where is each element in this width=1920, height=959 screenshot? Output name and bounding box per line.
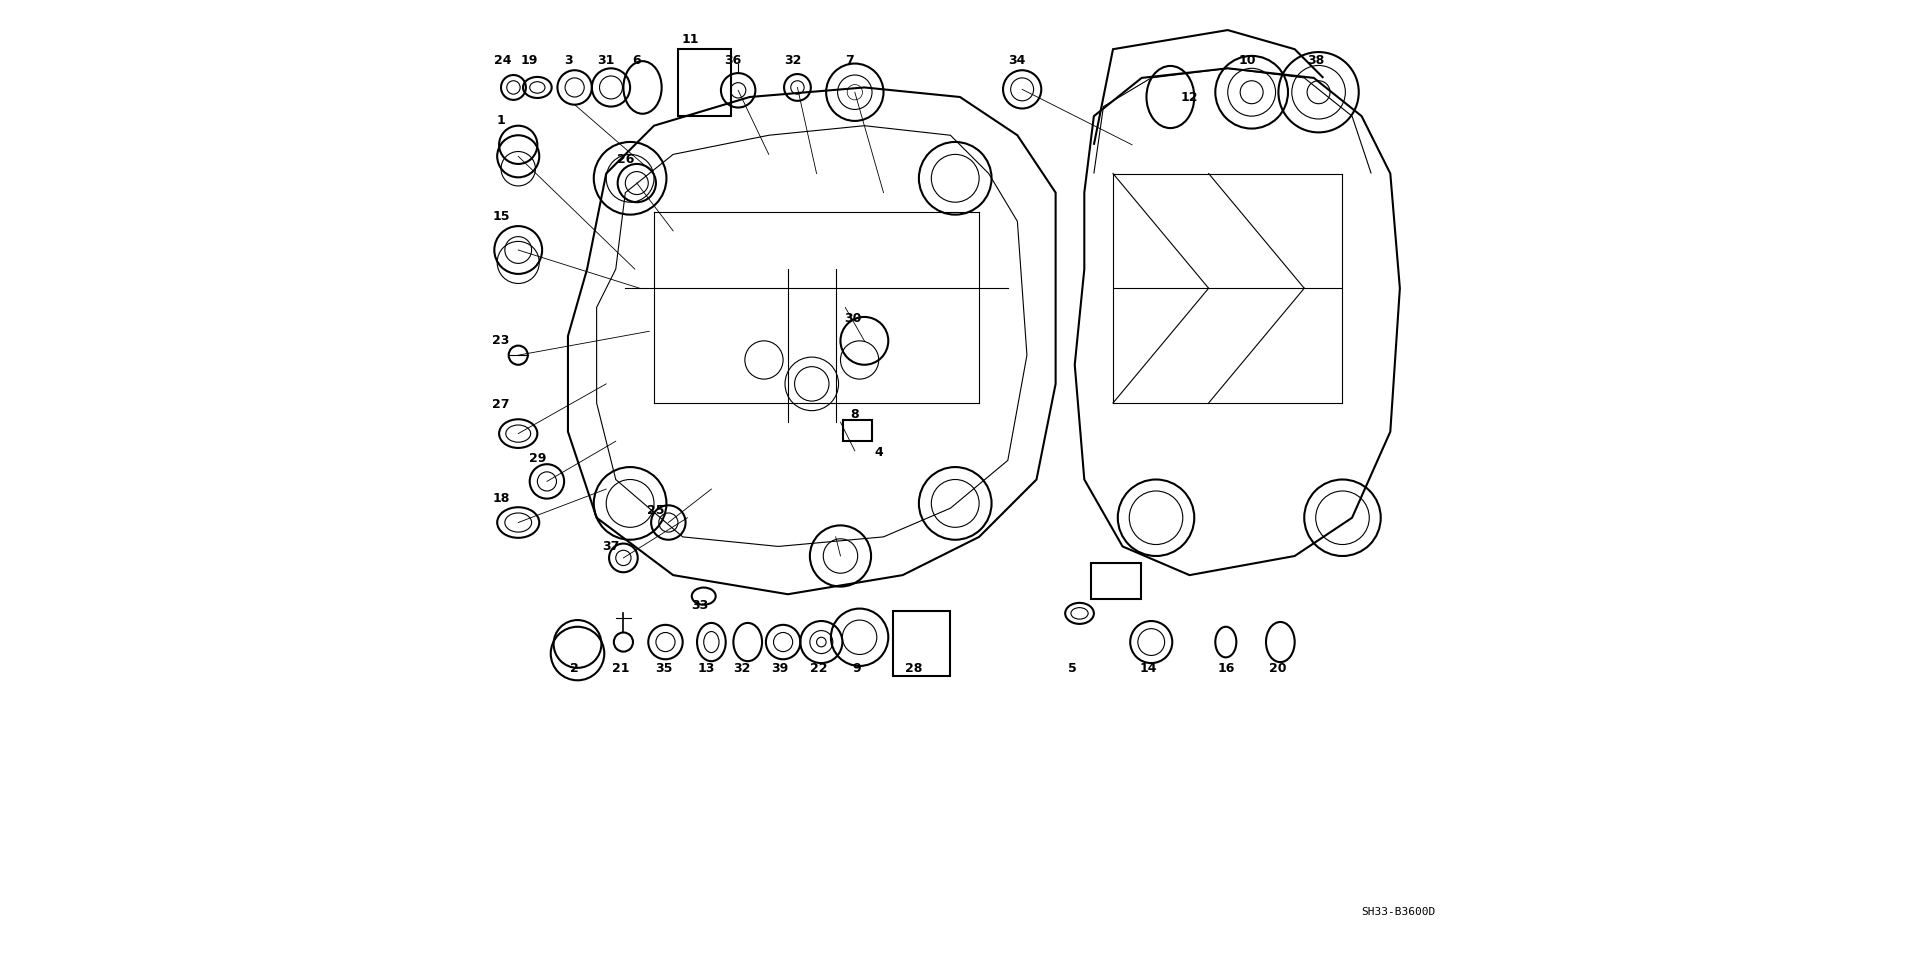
Text: 32: 32: [733, 663, 751, 675]
Bar: [678, 49, 730, 116]
Text: 19: 19: [520, 54, 538, 67]
Text: 9: 9: [852, 663, 860, 675]
Text: 24: 24: [493, 54, 511, 67]
Text: 2: 2: [570, 663, 580, 675]
Text: 6: 6: [632, 54, 641, 67]
Text: SH33-B3600D: SH33-B3600D: [1361, 907, 1436, 918]
Text: 36: 36: [724, 54, 741, 67]
Text: 15: 15: [492, 210, 511, 223]
Text: 26: 26: [616, 152, 634, 166]
Bar: [843, 420, 872, 441]
Text: 11: 11: [682, 34, 699, 46]
Text: 20: 20: [1269, 663, 1286, 675]
Text: 28: 28: [906, 663, 924, 675]
Text: 32: 32: [783, 54, 801, 67]
Text: 35: 35: [655, 663, 672, 675]
Text: 25: 25: [647, 503, 664, 517]
Text: 30: 30: [845, 313, 862, 325]
Text: 5: 5: [1068, 663, 1077, 675]
Text: 14: 14: [1140, 663, 1158, 675]
Text: 29: 29: [528, 452, 545, 465]
Text: 31: 31: [597, 54, 614, 67]
Text: 1: 1: [497, 114, 505, 128]
Text: 3: 3: [564, 54, 574, 67]
Text: 38: 38: [1308, 54, 1325, 67]
Text: 37: 37: [603, 540, 620, 553]
Text: 21: 21: [612, 663, 630, 675]
Text: 12: 12: [1181, 90, 1198, 104]
Text: 8: 8: [851, 408, 858, 421]
Text: 27: 27: [492, 398, 511, 411]
Text: 13: 13: [697, 663, 716, 675]
Text: 16: 16: [1217, 663, 1235, 675]
Text: 18: 18: [492, 492, 509, 505]
Text: 33: 33: [691, 599, 708, 612]
Text: 23: 23: [492, 335, 509, 347]
Text: 39: 39: [772, 663, 789, 675]
Text: 22: 22: [810, 663, 828, 675]
Bar: [893, 611, 950, 675]
Text: 34: 34: [1008, 54, 1025, 67]
Text: 10: 10: [1238, 54, 1256, 67]
Text: 7: 7: [845, 54, 854, 67]
Text: 4: 4: [874, 446, 883, 459]
Bar: [1091, 563, 1140, 599]
